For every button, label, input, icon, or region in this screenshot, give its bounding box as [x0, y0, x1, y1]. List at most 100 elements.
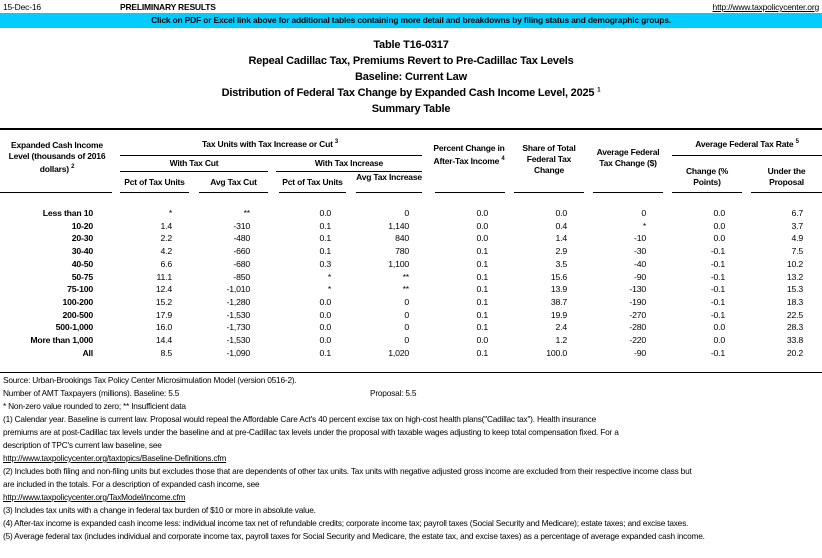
value-cell: -0.1 [710, 271, 725, 282]
value-cell: -1,530 [226, 309, 251, 320]
table-row: More than 1,000 14.4 -1,530 0.0 0 0.0 1.2 -220 0… [0, 334, 822, 347]
value-cell: 0.1 [319, 220, 332, 231]
value-cell: -270 [629, 309, 646, 320]
value-cell: 2.4 [555, 322, 568, 333]
value-cell: -90 [634, 347, 646, 358]
value-cell: 15.3 [786, 284, 803, 295]
table-row: 200-500 17.9 -1,530 0.0 0 0.1 19.9 -270 -0.1 22.5 [0, 309, 822, 322]
value-cell: -280 [629, 322, 646, 333]
value-cell: 780 [395, 246, 409, 257]
symbol-legend: * Non-zero value rounded to zero; ** Ins… [3, 401, 186, 411]
header-avg-tax-cut: Avg Tax Cut [210, 177, 257, 187]
value-cell: 0.0 [476, 233, 489, 244]
value-cell: 0 [404, 208, 409, 218]
baseline-definitions-link[interactable]: http://www.taxpolicycenter.org/taxtopics… [3, 453, 227, 463]
value-cell: 0.0 [713, 233, 726, 244]
value-cell: -850 [233, 271, 250, 282]
value-cell: 0.1 [319, 347, 332, 358]
value-cell: 12.4 [155, 284, 172, 295]
divider [356, 192, 422, 193]
divider [120, 155, 422, 156]
table-row: 75-100 12.4 -1,010 * ** 0.1 13.9 -130 -0.1 15.3 [0, 283, 822, 296]
footnote-4: (4) After-tax income is expanded cash in… [3, 518, 689, 528]
value-cell: -1,730 [226, 322, 251, 333]
value-cell: -10 [634, 233, 646, 244]
footnote-5: (5) Average federal tax (includes indivi… [3, 531, 705, 541]
divider [0, 192, 112, 193]
footnote-ref: 3 [334, 139, 339, 145]
income-level-cell: 100-200 [62, 296, 94, 307]
table-id: Table T16-0317 [373, 39, 449, 51]
income-level-cell: 20-30 [71, 233, 93, 244]
amt-baseline: Number of AMT Taxpayers (millions). Base… [3, 388, 180, 398]
value-cell: 7.5 [791, 246, 804, 257]
value-cell: 1.2 [555, 335, 568, 346]
bottom-rule [0, 372, 822, 373]
header-avg-rate-group: Average Federal Tax Rate 5 [672, 137, 822, 150]
table-row: 30-40 4.2 -660 0.1 780 0.1 2.9 -30 -0.1 7.5 [0, 245, 822, 258]
income-level-cell: 40-50 [71, 258, 93, 269]
footnote-1-cont: description of TPC's current law baselin… [3, 440, 162, 450]
header-with-increase: With Tax Increase [314, 158, 384, 168]
footnote-1: (1) Calendar year. Baseline is current l… [3, 414, 597, 424]
value-cell: 0.0 [319, 296, 332, 307]
divider [279, 192, 346, 193]
value-cell: * [327, 284, 331, 295]
value-cell: 38.7 [550, 296, 567, 307]
income-definition-link[interactable]: http://www.taxpolicycenter.org/TaxModel/… [3, 492, 186, 502]
table-row: 10-20 1.4 -310 0.1 1,140 0.0 0.4 * 0.0 3.7 [0, 220, 822, 233]
value-cell: * [642, 220, 646, 231]
value-cell: 0.0 [713, 335, 726, 346]
value-cell: -660 [233, 246, 250, 257]
value-cell: 3.5 [555, 258, 568, 269]
footnote-2-cont: are included in the totals. For a descri… [3, 479, 260, 489]
divider [435, 192, 505, 193]
table-row: 50-75 11.1 -850 * ** 0.1 15.6 -90 -0.1 13.2 [0, 271, 822, 284]
tpc-website-link[interactable]: http://www.taxpolicycenter.org [712, 2, 820, 12]
value-cell: 11.1 [156, 271, 173, 282]
value-cell: 0.1 [476, 322, 489, 333]
divider [672, 192, 742, 193]
value-cell: 13.2 [786, 271, 803, 282]
income-level-cell: 50-75 [71, 271, 93, 282]
value-cell: 0.1 [476, 296, 489, 307]
value-cell: * [168, 208, 172, 218]
value-cell: 6.7 [791, 208, 804, 218]
value-cell: 18.3 [786, 296, 803, 307]
value-cell: 0.1 [476, 347, 489, 358]
header-with-cut: With Tax Cut [169, 158, 219, 168]
header-text: Expanded Cash Income Level (thousands of… [8, 140, 106, 174]
value-cell: 0.0 [319, 335, 332, 346]
footnote-1-cont: premiums are at post-Cadillac tax levels… [3, 427, 619, 437]
income-level-cell: More than 1,000 [30, 335, 93, 346]
value-cell: 14.4 [155, 335, 172, 346]
footnote-ref: 2 [71, 164, 75, 170]
top-rule [0, 128, 822, 130]
income-level-cell: 200-500 [62, 309, 94, 320]
header-text: Percent Change in After-Tax Income [433, 143, 505, 166]
income-level-cell: 10-20 [71, 220, 93, 231]
value-cell: ** [402, 284, 410, 295]
value-cell: 3.7 [791, 220, 804, 231]
value-cell: 15.2 [155, 296, 172, 307]
divider [276, 171, 422, 172]
value-cell: ** [402, 271, 410, 282]
value-cell: -0.1 [710, 309, 725, 320]
value-cell: 0.3 [319, 258, 332, 269]
header-text: Average Federal Tax Rate [695, 138, 794, 149]
table-row: Less than 10 * ** 0.0 0 0.0 0.0 0 0.0 6.7 [0, 207, 822, 220]
table-row: 500-1,000 16.0 -1,730 0.0 0 0.1 2.4 -280 0.0 28.3 [0, 321, 822, 334]
income-level-cell: All [82, 347, 93, 358]
value-cell: -1,010 [226, 284, 251, 295]
value-cell: 0.0 [476, 208, 489, 218]
value-cell: * [327, 271, 331, 282]
value-cell: 1.4 [160, 220, 173, 231]
value-cell: 13.9 [550, 284, 567, 295]
value-cell: 4.2 [160, 246, 173, 257]
table-row: 20-30 2.2 -480 0.1 840 0.0 1.4 -10 0.0 4.9 [0, 232, 822, 245]
header-income-level: Expanded Cash Income Level (thousands of… [2, 140, 112, 175]
value-cell: 2.2 [160, 233, 173, 244]
value-cell: 8.5 [160, 347, 173, 358]
value-cell: 33.8 [786, 335, 803, 346]
table-title: Repeal Cadillac Tax, Premiums Revert to … [248, 55, 574, 67]
